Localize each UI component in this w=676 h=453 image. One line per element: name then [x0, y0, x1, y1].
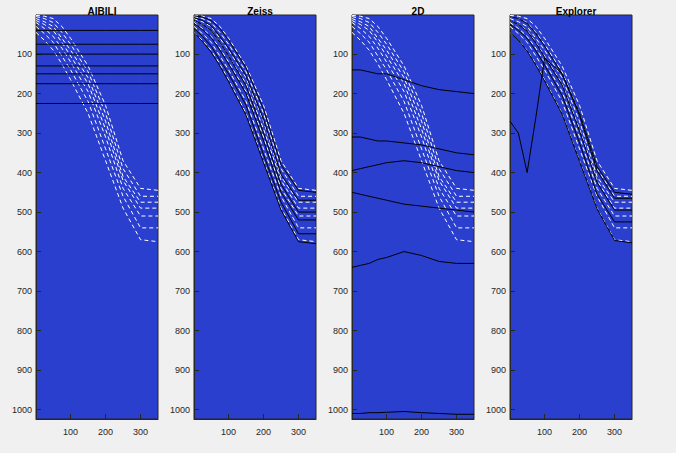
svg-text:600: 600 [175, 247, 190, 257]
svg-text:800: 800 [175, 326, 190, 336]
svg-text:300: 300 [491, 128, 506, 138]
svg-text:300: 300 [333, 128, 348, 138]
svg-text:700: 700 [491, 286, 506, 296]
svg-text:1000: 1000 [328, 405, 348, 415]
svg-text:100: 100 [221, 427, 236, 437]
svg-text:900: 900 [17, 365, 32, 375]
svg-text:600: 600 [333, 247, 348, 257]
svg-text:200: 200 [256, 427, 271, 437]
svg-text:1000: 1000 [12, 405, 32, 415]
svg-text:200: 200 [333, 89, 348, 99]
svg-text:500: 500 [17, 207, 32, 217]
svg-text:400: 400 [175, 168, 190, 178]
svg-text:700: 700 [175, 286, 190, 296]
svg-text:100: 100 [491, 49, 506, 59]
svg-text:300: 300 [449, 427, 464, 437]
svg-text:2D: 2D [412, 6, 425, 17]
svg-text:800: 800 [491, 326, 506, 336]
svg-text:900: 900 [175, 365, 190, 375]
svg-text:800: 800 [17, 326, 32, 336]
svg-text:500: 500 [333, 207, 348, 217]
svg-text:300: 300 [291, 427, 306, 437]
svg-text:100: 100 [333, 49, 348, 59]
svg-text:900: 900 [491, 365, 506, 375]
svg-text:200: 200 [414, 427, 429, 437]
svg-text:600: 600 [491, 247, 506, 257]
svg-text:200: 200 [572, 427, 587, 437]
svg-text:Zeiss: Zeiss [247, 6, 273, 17]
svg-text:AIBILI: AIBILI [88, 6, 117, 17]
svg-text:100: 100 [537, 427, 552, 437]
svg-text:1000: 1000 [170, 405, 190, 415]
svg-text:700: 700 [17, 286, 32, 296]
svg-text:900: 900 [333, 365, 348, 375]
svg-text:100: 100 [17, 49, 32, 59]
svg-text:400: 400 [333, 168, 348, 178]
svg-text:Explorer: Explorer [556, 6, 597, 17]
svg-text:600: 600 [17, 247, 32, 257]
svg-text:300: 300 [607, 427, 622, 437]
svg-text:500: 500 [175, 207, 190, 217]
svg-text:400: 400 [17, 168, 32, 178]
svg-text:300: 300 [175, 128, 190, 138]
svg-text:100: 100 [63, 427, 78, 437]
svg-text:500: 500 [491, 207, 506, 217]
svg-text:200: 200 [98, 427, 113, 437]
svg-text:200: 200 [17, 89, 32, 99]
svg-text:200: 200 [491, 89, 506, 99]
svg-text:400: 400 [491, 168, 506, 178]
svg-text:100: 100 [175, 49, 190, 59]
svg-text:300: 300 [133, 427, 148, 437]
svg-text:700: 700 [333, 286, 348, 296]
svg-text:200: 200 [175, 89, 190, 99]
svg-text:100: 100 [379, 427, 394, 437]
svg-text:1000: 1000 [486, 405, 506, 415]
svg-text:300: 300 [17, 128, 32, 138]
svg-text:800: 800 [333, 326, 348, 336]
